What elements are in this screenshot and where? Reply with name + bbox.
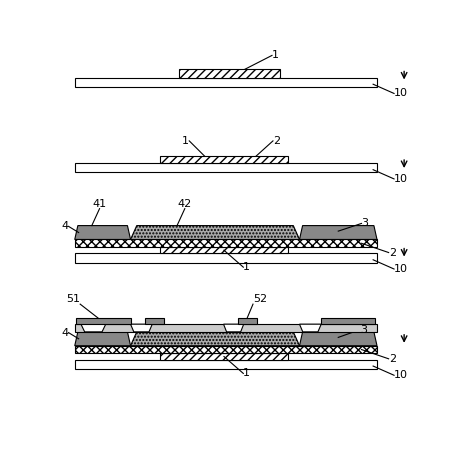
Text: 10: 10 — [394, 88, 408, 98]
Bar — [75, 163, 377, 172]
Text: 2: 2 — [389, 247, 396, 258]
Polygon shape — [224, 324, 244, 332]
Polygon shape — [130, 225, 300, 239]
Polygon shape — [300, 324, 321, 332]
Text: 4: 4 — [62, 221, 69, 231]
Bar — [160, 353, 288, 360]
Bar — [75, 253, 377, 263]
Polygon shape — [130, 324, 152, 332]
Polygon shape — [75, 332, 130, 346]
Bar — [145, 318, 164, 324]
Bar — [321, 318, 375, 324]
Text: 3: 3 — [360, 325, 367, 335]
Bar — [160, 156, 288, 163]
Polygon shape — [130, 332, 300, 346]
Text: 10: 10 — [394, 370, 408, 380]
Text: 1: 1 — [272, 50, 279, 61]
Polygon shape — [300, 332, 377, 346]
Text: 52: 52 — [253, 294, 267, 304]
Text: 1: 1 — [182, 136, 189, 146]
Text: 3: 3 — [362, 218, 368, 229]
Bar — [75, 324, 377, 332]
Text: 10: 10 — [394, 264, 408, 274]
Polygon shape — [300, 225, 377, 239]
Bar — [75, 360, 377, 369]
Bar — [75, 78, 377, 87]
Bar — [75, 239, 377, 247]
Text: 1: 1 — [243, 262, 250, 272]
Bar — [179, 69, 280, 78]
Bar — [160, 247, 288, 253]
Bar — [76, 318, 130, 324]
Text: 2: 2 — [389, 354, 396, 364]
Text: 4: 4 — [62, 328, 69, 338]
Text: 2: 2 — [273, 136, 280, 146]
Text: 42: 42 — [178, 198, 192, 209]
Text: 51: 51 — [66, 294, 80, 304]
Polygon shape — [81, 324, 106, 332]
Text: 1: 1 — [243, 369, 250, 379]
Text: 10: 10 — [394, 174, 408, 184]
Text: 41: 41 — [92, 198, 107, 209]
Bar — [75, 346, 377, 353]
Polygon shape — [75, 225, 130, 239]
Bar — [237, 318, 257, 324]
